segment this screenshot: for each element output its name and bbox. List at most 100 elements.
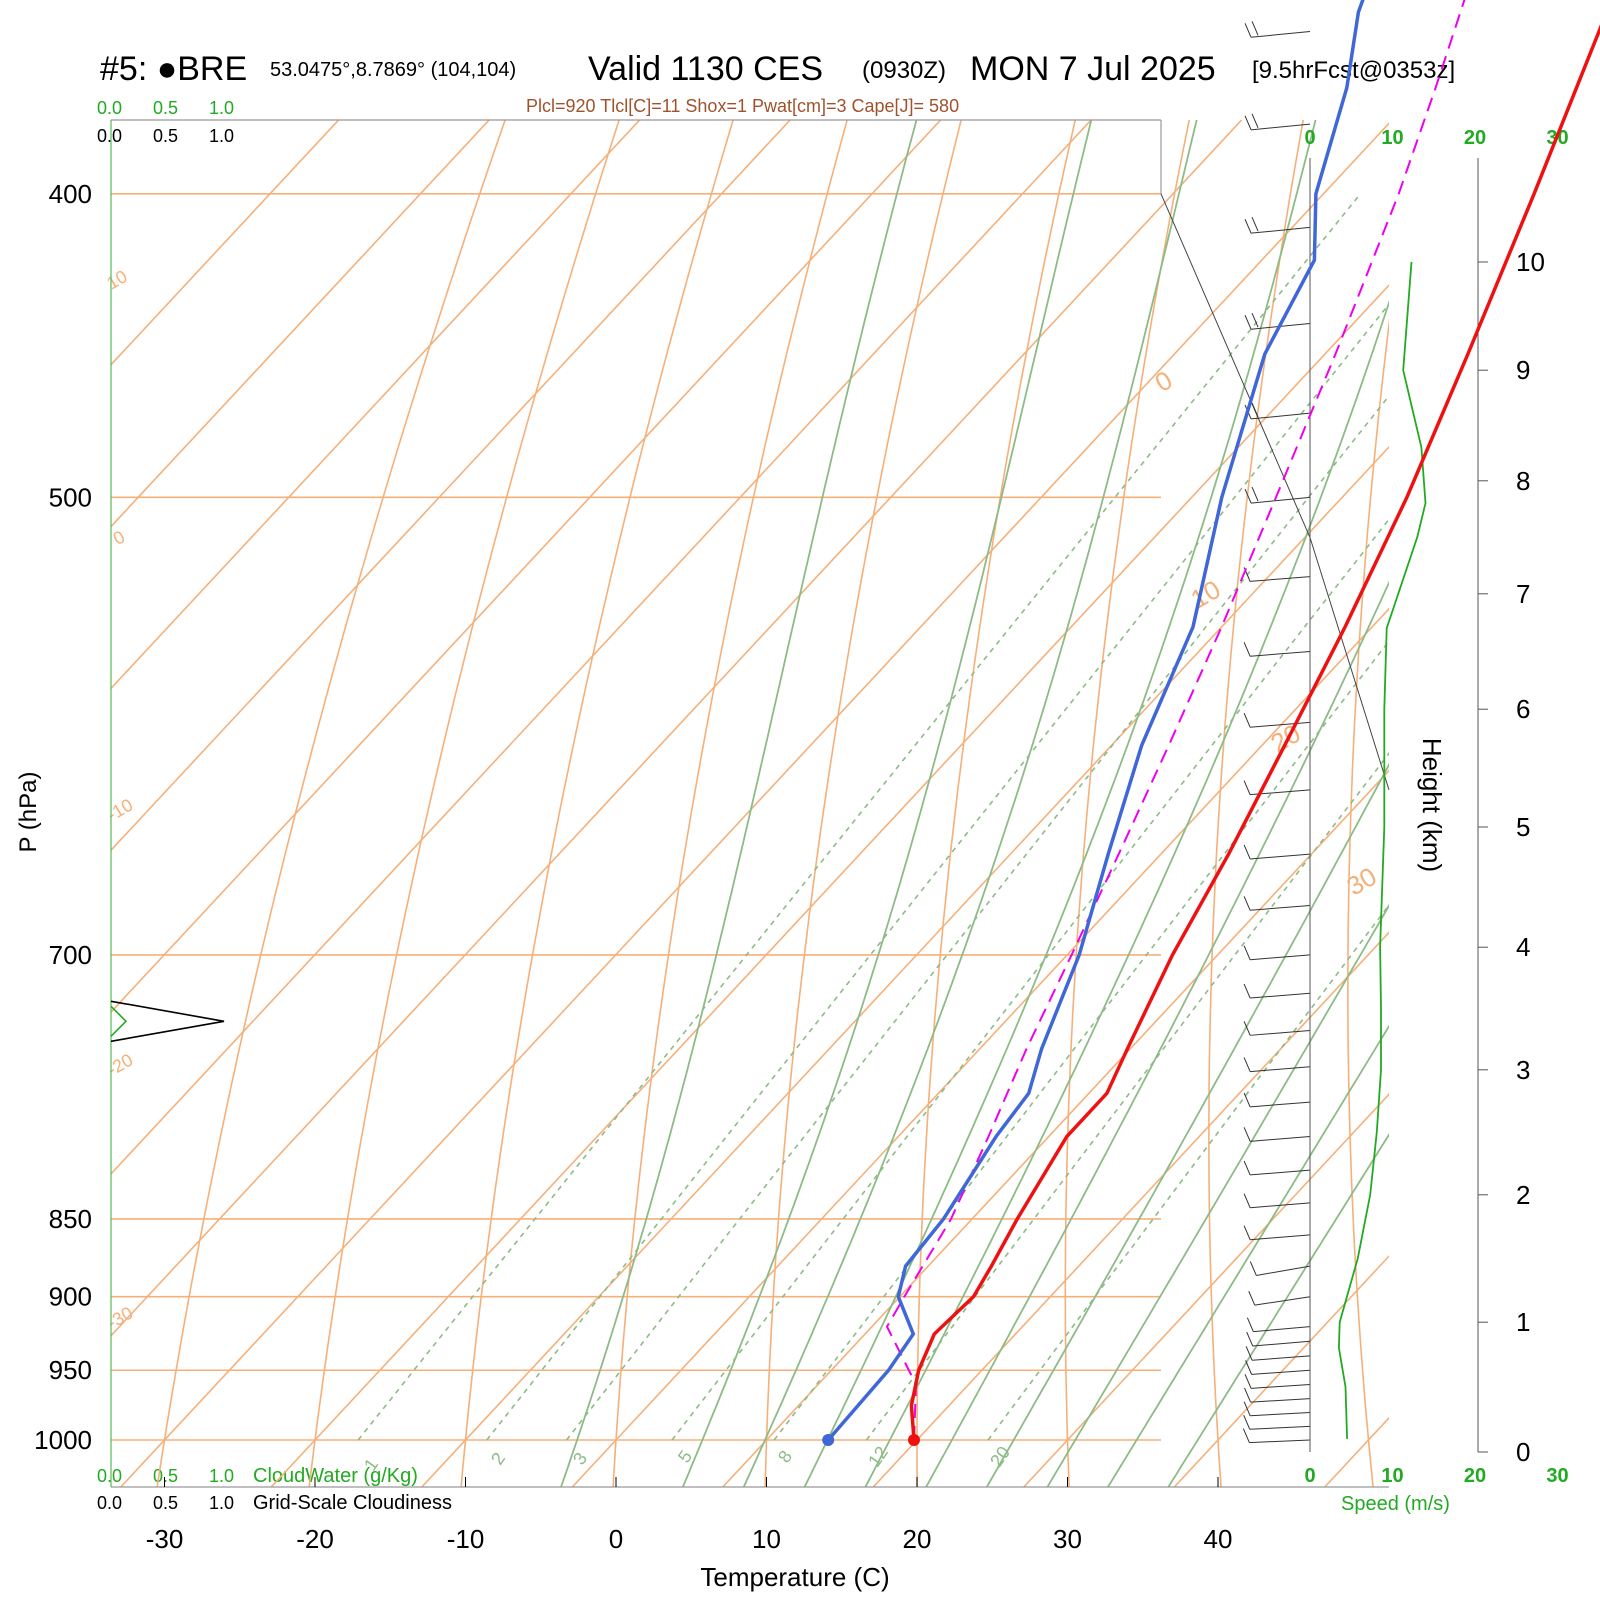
barb-flag bbox=[1243, 1057, 1251, 1072]
moist-adiabat bbox=[1046, 903, 1389, 1487]
barb-flag bbox=[1242, 1428, 1250, 1443]
barb-flag bbox=[1243, 1160, 1251, 1176]
barb-shaft bbox=[1250, 1412, 1311, 1417]
pressure-axis: 2503004005007008509009501000 bbox=[34, 179, 92, 1455]
cloudiness-tick-top: 0.0 bbox=[97, 126, 122, 146]
cloudiness-tick-top: 1.0 bbox=[209, 126, 234, 146]
pressure-tick-label: 950 bbox=[49, 1355, 92, 1385]
dry-adiabat bbox=[916, 120, 1077, 1487]
cloudwater-label: CloudWater (g/Kg) bbox=[253, 1465, 418, 1487]
wind-barb bbox=[1244, 1387, 1311, 1403]
barb-flag bbox=[1251, 216, 1259, 232]
isotherm-label: -10 bbox=[104, 795, 137, 825]
cloudwater-profile bbox=[110, 1005, 128, 1037]
mixing-ratio-line bbox=[486, 302, 1389, 1441]
pressure-tick-label: 900 bbox=[49, 1282, 92, 1312]
temperature-tick-label: 10 bbox=[752, 1524, 781, 1554]
barb-shaft bbox=[1250, 904, 1311, 911]
barb-shaft bbox=[1253, 1326, 1311, 1333]
barb-shaft bbox=[1254, 1296, 1311, 1306]
barb-shaft bbox=[1250, 1234, 1311, 1241]
dry-adiabat bbox=[1064, 120, 1191, 1487]
height-tick-label: 8 bbox=[1516, 466, 1530, 496]
barb-shaft bbox=[1250, 1029, 1311, 1036]
speed-tick-bottom: 0 bbox=[1304, 1465, 1315, 1487]
isotherm-label: -30 bbox=[104, 1303, 137, 1333]
height-tick-label: 4 bbox=[1516, 932, 1530, 962]
background-lines bbox=[111, 120, 1389, 1487]
isotherm-line bbox=[111, 120, 1243, 1337]
temperature-tick-label: -20 bbox=[296, 1524, 334, 1554]
barb-flag bbox=[1244, 115, 1252, 131]
temperature-tick-label: 20 bbox=[903, 1524, 932, 1554]
isotherm-line bbox=[119, 122, 1389, 1487]
height-tick-label: 5 bbox=[1516, 812, 1530, 842]
barb-flag bbox=[1251, 402, 1259, 418]
wind-barb bbox=[1244, 216, 1311, 234]
wind-barb bbox=[1242, 1428, 1311, 1444]
mixing-ratio-label: 8 bbox=[774, 1447, 796, 1467]
barb-flag bbox=[1243, 780, 1251, 795]
barb-flag bbox=[1243, 1401, 1251, 1416]
barb-flag bbox=[1243, 642, 1251, 657]
wind-barb bbox=[1246, 1331, 1311, 1347]
height-tick-label: 2 bbox=[1516, 1180, 1530, 1210]
cloudiness-tick-top: 0.5 bbox=[153, 126, 178, 146]
temperature-tick-label: -10 bbox=[447, 1524, 485, 1554]
barb-shaft bbox=[1250, 992, 1311, 999]
height-tick-label: 9 bbox=[1516, 355, 1530, 385]
mixing-ratio-line bbox=[987, 903, 1389, 1441]
barb-flag bbox=[1243, 1021, 1251, 1036]
isotherm-label: 0 bbox=[1150, 365, 1178, 398]
mixing-ratio-line bbox=[565, 394, 1389, 1441]
barb-shaft bbox=[1250, 1169, 1311, 1176]
isotherm-line bbox=[571, 607, 1389, 1487]
wind-barb bbox=[1243, 1127, 1311, 1142]
barb-flag bbox=[1243, 1127, 1251, 1142]
cloudiness-label: Grid-Scale Cloudiness bbox=[253, 1492, 452, 1514]
barb-flag bbox=[1248, 1290, 1256, 1306]
barb-flag bbox=[1243, 1092, 1251, 1108]
moist-adiabat bbox=[925, 580, 1389, 1487]
height-tick-label: 10 bbox=[1516, 247, 1545, 277]
speed-tick-bottom: 30 bbox=[1546, 1465, 1568, 1487]
barb-flag bbox=[1243, 1193, 1251, 1208]
barb-shaft bbox=[1249, 1425, 1311, 1430]
isotherm-line bbox=[270, 283, 1389, 1487]
indices-label: Plcl=920 Tlcl[C]=11 Shox=1 Pwat[cm]=3 Ca… bbox=[526, 96, 959, 116]
barb-shaft bbox=[1250, 123, 1311, 131]
wind-barb bbox=[1243, 1057, 1311, 1073]
isotherm-line bbox=[111, 120, 491, 528]
pressure-tick-label: 1000 bbox=[34, 1425, 92, 1455]
temperature-axis: -30 -20 -10 0 10 20 30 40 bbox=[146, 1477, 1232, 1554]
barb-flag bbox=[1251, 313, 1259, 328]
wind-barb bbox=[1243, 1415, 1311, 1430]
barb-shaft bbox=[1250, 954, 1311, 961]
barb-flag bbox=[1243, 983, 1251, 999]
dry-adiabat bbox=[308, 120, 620, 1487]
isotherm-label: 10 bbox=[103, 266, 130, 293]
isotherm-line bbox=[111, 120, 340, 366]
wind-barb bbox=[1246, 1317, 1311, 1333]
barb-shaft bbox=[1250, 721, 1311, 728]
mixing-ratio-label: 3 bbox=[569, 1449, 591, 1469]
speed-tick-bottom: 10 bbox=[1381, 1465, 1403, 1487]
cloudiness-tick-bottom: 0.0 bbox=[97, 1493, 122, 1513]
mixing-ratio-line bbox=[671, 518, 1389, 1441]
wind-barb bbox=[1244, 21, 1311, 38]
wind-barb bbox=[1243, 945, 1311, 961]
barb-shaft bbox=[1250, 1101, 1311, 1108]
wind-barb bbox=[1243, 713, 1311, 728]
temperature-tick-label: -30 bbox=[146, 1524, 184, 1554]
temperature-tick-label: 0 bbox=[609, 1524, 623, 1554]
wind-barb bbox=[1243, 642, 1311, 657]
isotherm-label: 0 bbox=[110, 527, 129, 549]
isotherm-label: 10 bbox=[1185, 574, 1225, 614]
moist-adiabat bbox=[742, 120, 1198, 1487]
x-axis-label: Temperature (C) bbox=[700, 1562, 889, 1592]
cloud-profile bbox=[110, 1000, 225, 1043]
barb-shaft bbox=[1250, 226, 1311, 234]
cloudiness-tick-bottom: 0.5 bbox=[153, 1493, 178, 1513]
isotherm-label: 30 bbox=[1341, 861, 1381, 901]
